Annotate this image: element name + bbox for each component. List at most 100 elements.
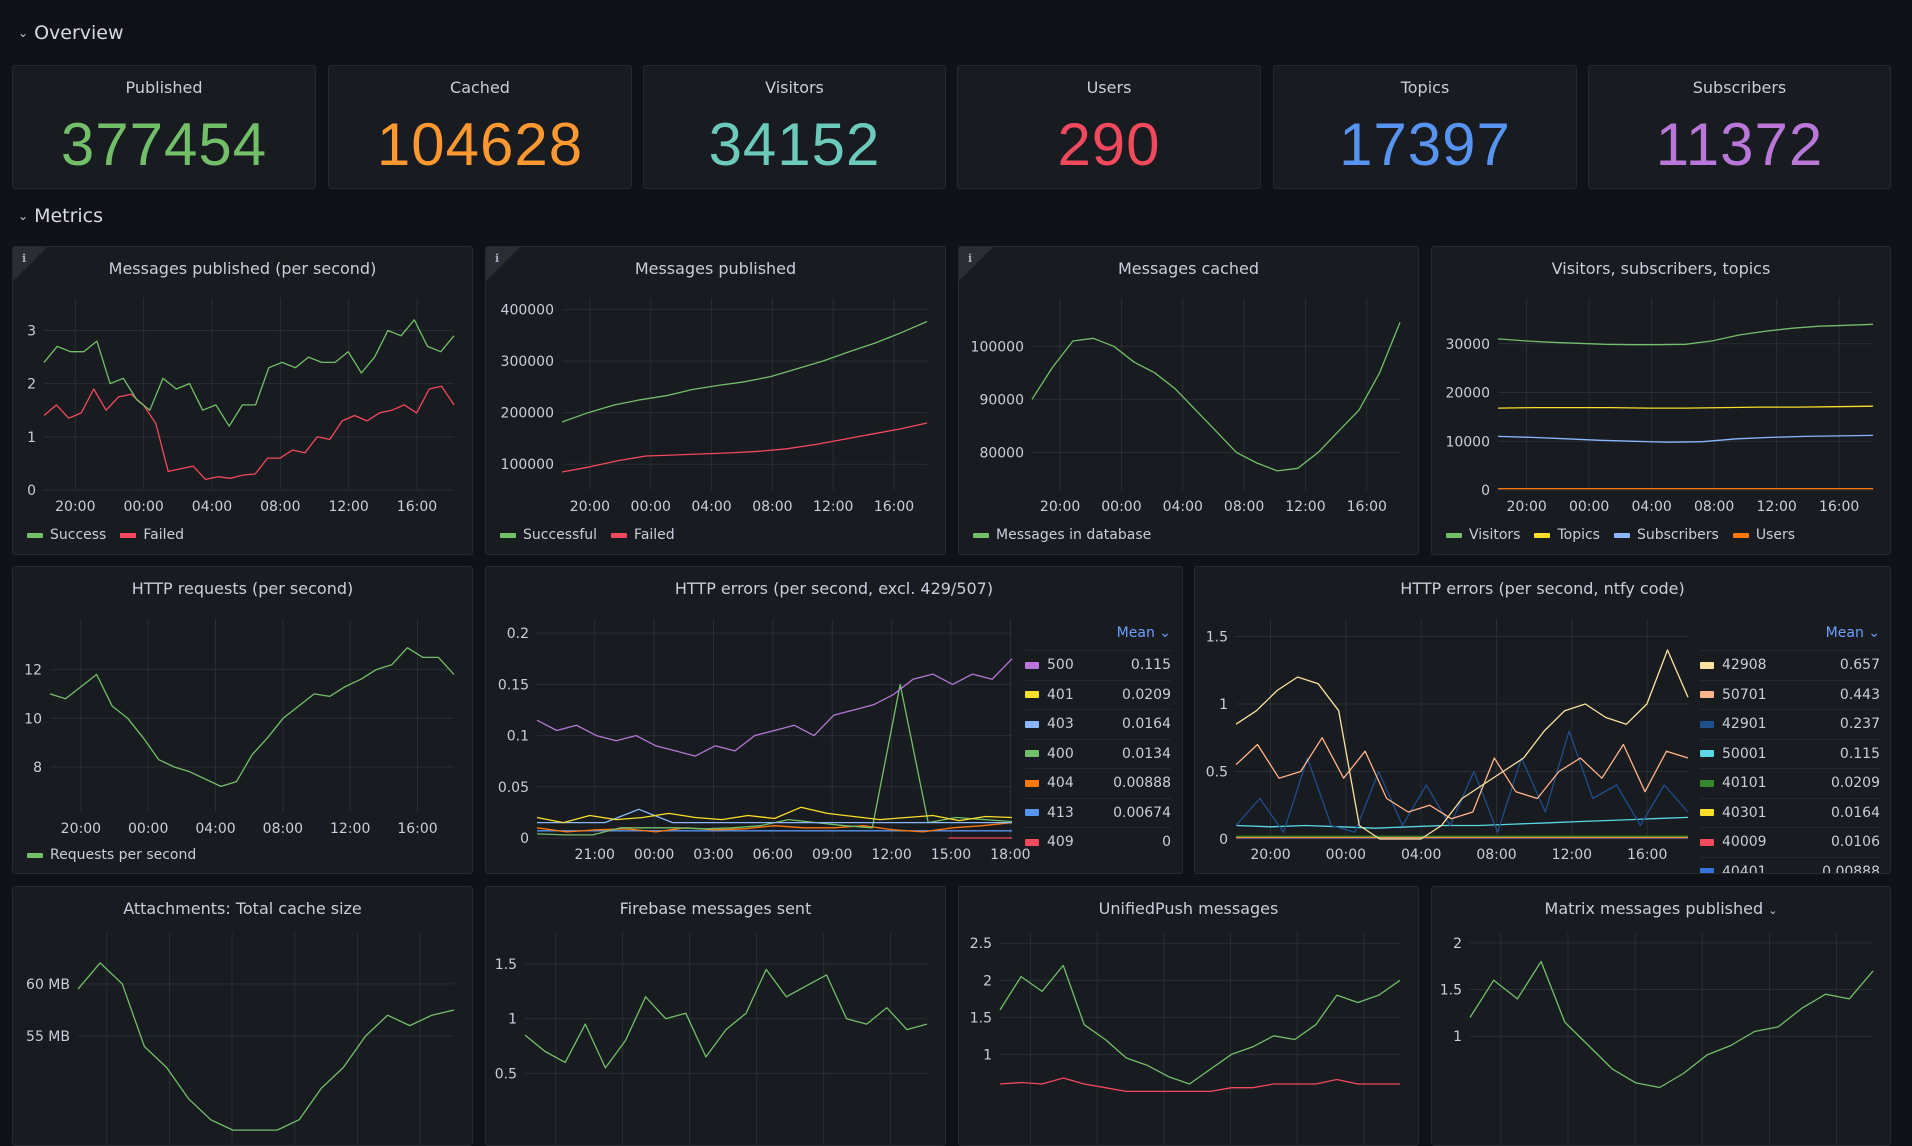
x-tick-label: 00:00 [631,499,671,515]
legend-row[interactable]: 50701 0.443 [1700,679,1880,710]
legend-item[interactable]: Successful [500,527,597,543]
legend-label: 42901 [1722,716,1767,733]
legend-swatch [1700,750,1714,758]
legend-row[interactable]: 42908 0.657 [1700,650,1880,680]
x-tick-label: 16:00 [397,821,437,837]
series-line [537,808,1012,824]
legend-label: Requests per second [50,847,197,863]
legend-row[interactable]: 400 0.0134 [1025,738,1171,769]
info-corner[interactable] [486,247,520,281]
panel-http-requests[interactable]: HTTP requests (per second) 8 10 12 20:00 00:… [12,566,473,874]
legend-row[interactable]: 500 0.115 [1025,650,1171,680]
x-tick-label: 12:00 [328,499,368,515]
legend-row[interactable]: 413 0.00674 [1025,797,1171,828]
y-tick-label: 300000 [501,354,554,370]
panel-attachments-cache-size[interactable]: Attachments: Total cache size 55 MB 60 MB [12,886,473,1146]
stat-panel-topics[interactable]: Topics 17397 [1273,65,1577,189]
chart-svg: 0 0.05 0.1 0.15 0.2 21:00 00:00 03:00 06:00 09:00… [498,619,1031,863]
y-tick-label: 0.5 [495,1066,517,1082]
info-icon[interactable]: i [968,252,973,265]
y-tick-label: 1.5 [1440,983,1462,999]
legend-name: 409 [1025,834,1162,850]
legend-row[interactable]: 40401 0.00888 [1700,856,1880,873]
y-tick-label: 0 [27,483,36,499]
y-tick-label: 1 [983,1047,992,1063]
stat-panel-subscribers[interactable]: Subscribers 11372 [1588,65,1891,189]
legend-label: Failed [143,527,184,543]
panel-http-errors-excl[interactable]: HTTP errors (per second, excl. 429/507) … [485,566,1183,874]
panel-unifiedpush-messages[interactable]: UnifiedPush messages 1 1.5 2 2.5 [958,886,1419,1146]
x-tick-label: 12:00 [330,821,370,837]
x-tick-label: 12:00 [871,847,911,863]
panel-visitors-subscribers-topics[interactable]: Visitors, subscribers, topics 0 10000 2000… [1431,246,1891,555]
legend-sort-mean[interactable]: Mean ⌄ [1825,625,1880,641]
series-line [77,962,455,1131]
info-icon[interactable]: i [22,252,27,265]
legend-label: 500 [1047,657,1074,674]
x-tick-label: 04:00 [1163,499,1203,515]
legend-item[interactable]: Messages in database [973,527,1151,543]
legend-row[interactable]: 50001 0.115 [1700,738,1880,769]
chart-svg: 55 MB 60 MB [26,933,455,1145]
legend-row[interactable]: 403 0.0164 [1025,709,1171,739]
y-tick-label: 0.2 [507,626,529,642]
y-tick-label: 0.5 [1206,764,1228,780]
y-tick-label: 2.5 [970,936,992,952]
legend-item[interactable]: Failed [611,527,675,543]
y-tick-label: 1.5 [495,957,517,973]
legend-label: Topics [1557,527,1600,543]
legend-mean-value: 0.0209 [1122,686,1171,703]
stat-panel-visitors[interactable]: Visitors 34152 [643,65,946,189]
legend-row[interactable]: 40009 0.0106 [1700,827,1880,857]
row-metrics[interactable]: ⌄ Metrics [18,205,103,227]
chart-svg: 100000 200000 300000 400000 20:00 00:00 04:00 0… [501,298,928,515]
legend-item[interactable]: Requests per second [27,847,196,863]
legend-row[interactable]: 40301 0.0164 [1700,797,1880,828]
chart-svg: 0 1 2 3 20:00 00:00 04:00 08:00 12:00 16:00 [27,298,455,515]
series-line [1235,737,1689,820]
panel-messages-published[interactable]: Messages published i 100000 200000 300000 40… [485,246,946,555]
series-line [536,683,1013,836]
legend-name: 40101 [1700,775,1831,791]
panel-title: HTTP errors (per second, excl. 429/507) [674,579,994,598]
legend-name: 400 [1025,746,1122,762]
info-corner[interactable] [13,247,47,281]
row-title: Metrics [34,205,104,227]
x-tick-label: 06:00 [753,847,793,863]
panel-messages-published-rate[interactable]: Messages published (per second) i 0 1 2 3 20:… [12,246,473,555]
row-overview[interactable]: ⌄ Overview [18,22,124,44]
legend-label: 404 [1047,775,1074,792]
info-corner[interactable] [959,247,993,281]
panel-http-errors-ntfy-code[interactable]: HTTP errors (per second, ntfy code) 0 0.5… [1194,566,1891,874]
legend-sort-mean[interactable]: Mean ⌄ [1116,625,1171,641]
panel-messages-cached[interactable]: Messages cached i 80000 90000 100000 20:00 00… [958,246,1419,555]
x-tick-label: 12:00 [813,499,853,515]
legend-swatch [1700,779,1714,787]
stat-panel-published[interactable]: Published 377454 [12,65,316,189]
legend-item[interactable]: Visitors [1446,527,1520,543]
stat-panel-users[interactable]: Users 290 [957,65,1261,189]
x-tick-label: 00:00 [128,821,168,837]
legend-row[interactable]: 409 0 [1025,827,1171,857]
legend-item[interactable]: Subscribers [1613,527,1719,543]
panel-matrix-messages[interactable]: Matrix messages published ⌄ 1 1.5 2 [1431,886,1891,1146]
chevron-down-icon[interactable]: ⌄ [1768,904,1778,917]
stat-panel-cached[interactable]: Cached 104628 [328,65,632,189]
legend-row[interactable]: 401 0.0209 [1025,679,1171,710]
x-tick-label: 04:00 [195,821,235,837]
legend-item[interactable]: Success [27,527,106,543]
legend-mean-value: 0.237 [1839,716,1880,733]
y-tick-label: 1 [508,1012,517,1028]
legend-label: 42908 [1722,657,1767,674]
legend-item[interactable]: Failed [120,527,184,543]
x-tick-label: 04:00 [192,499,232,515]
info-icon[interactable]: i [495,252,500,265]
legend-row[interactable]: 404 0.00888 [1025,768,1171,798]
legend-name: 50001 [1700,746,1840,762]
panel-firebase-messages[interactable]: Firebase messages sent 0.5 1 1.5 [485,886,946,1146]
legend-row[interactable]: 40101 0.0209 [1700,768,1880,798]
legend-row[interactable]: 42901 0.237 [1700,709,1880,739]
legend-item[interactable]: Users [1732,527,1795,543]
x-tick-label: 20:00 [55,499,95,515]
legend-item[interactable]: Topics [1534,527,1600,543]
